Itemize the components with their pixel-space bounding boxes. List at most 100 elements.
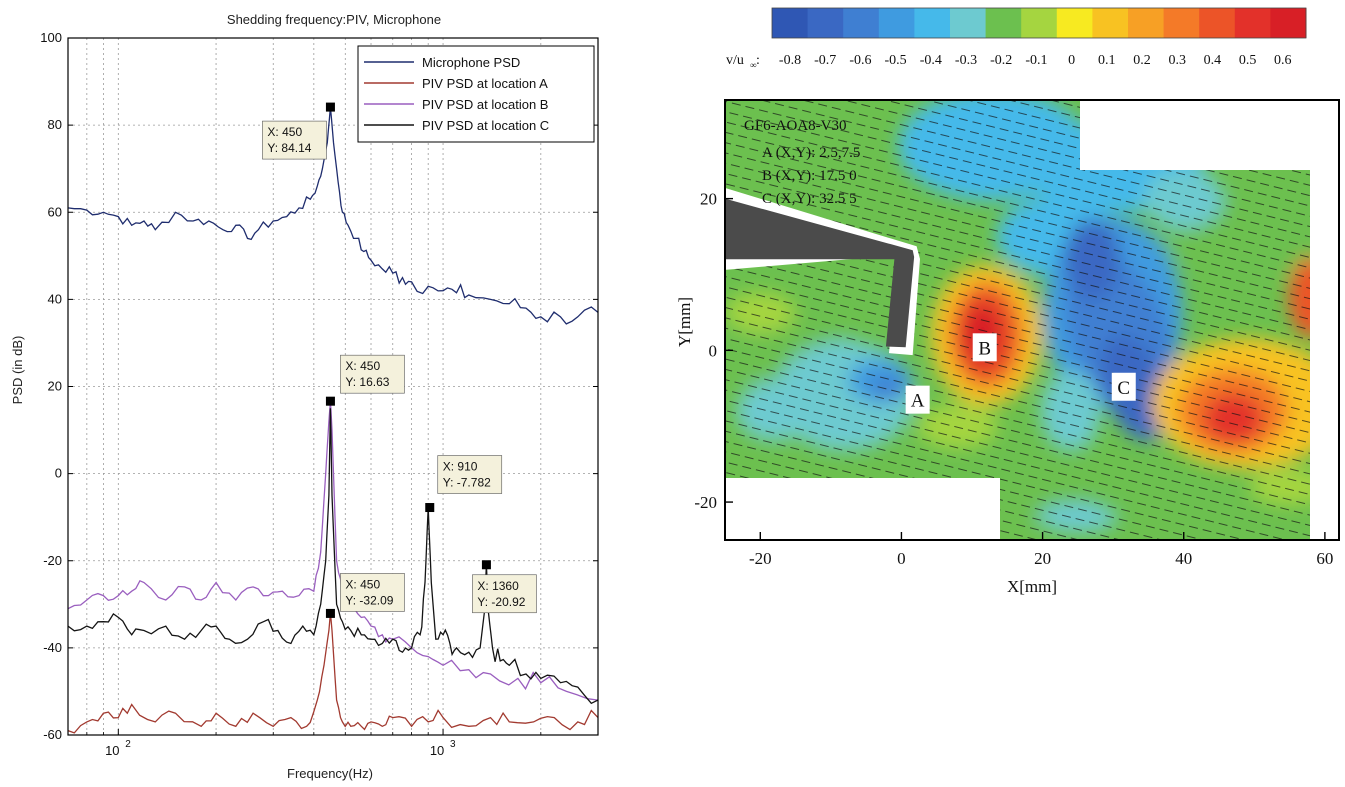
datatip-y: Y: -32.09 bbox=[345, 593, 393, 607]
piv-contour-svg: v/u ∞: -0.8 -0.7 -0.6 -0.5 -0.4 -0.3 -0.2 -0.1 0 0.… bbox=[675, 7, 1340, 596]
legend-entry: PIV PSD at location C bbox=[422, 118, 549, 133]
colorbar-swatch bbox=[985, 8, 1022, 38]
colorbar-frame bbox=[771, 7, 1307, 39]
colorbar-tick-label: -0.5 bbox=[885, 53, 907, 68]
colorbar-swatch bbox=[1199, 8, 1236, 38]
colorbar-tick-label: -0.6 bbox=[849, 53, 871, 68]
psd-tick-labels: -60 -40 -20 0 20 40 60 80 100 10 2 10 3 bbox=[40, 30, 599, 758]
colorbar-swatch bbox=[1270, 8, 1307, 38]
y-tick-label: 100 bbox=[40, 30, 62, 45]
location-label-box bbox=[905, 385, 930, 414]
x-tick-exponent: 3 bbox=[450, 739, 456, 750]
datatip-y: Y: -20.92 bbox=[477, 595, 525, 609]
x-axis-label: Frequency(Hz) bbox=[287, 766, 373, 781]
colorbar-tick-label: 0.1 bbox=[1098, 53, 1116, 68]
colorbar-tick-label: 0.5 bbox=[1239, 53, 1257, 68]
location-label-box bbox=[1111, 372, 1136, 401]
y-axis-label: PSD (in dB) bbox=[10, 336, 25, 405]
datatip-x: X: 450 bbox=[345, 359, 380, 373]
datatip-x: X: 450 bbox=[267, 125, 302, 139]
case-info: GF6-AOA8-V30 A (X,Y): 2.5,7.5 B (X,Y): 1… bbox=[744, 118, 860, 207]
x-tick-label-right: 40 bbox=[1175, 549, 1192, 568]
datatip-x: X: 450 bbox=[345, 577, 380, 591]
y-tick-label-right: 0 bbox=[709, 341, 718, 360]
datatip-marker bbox=[325, 608, 335, 618]
datatip-box bbox=[340, 354, 405, 394]
series-line-2 bbox=[67, 613, 599, 734]
y-tick-label: 80 bbox=[48, 117, 62, 132]
series-line-3 bbox=[67, 401, 599, 701]
colorbar-swatch bbox=[1128, 8, 1165, 38]
legend: Microphone PSD PIV PSD at location A PIV P… bbox=[357, 45, 595, 143]
location-a-coords: A (X,Y): 2.5,7.5 bbox=[762, 145, 860, 161]
y-tick-label: 20 bbox=[48, 379, 62, 394]
colorbar-swatch bbox=[1056, 8, 1093, 38]
location-labels: A B C bbox=[905, 333, 1136, 414]
colorbar-swatch bbox=[1021, 8, 1058, 38]
colorbar-tick-label: -0.3 bbox=[955, 53, 977, 68]
chart-title: Shedding frequency:PIV, Microphone bbox=[227, 12, 441, 27]
velocity-field bbox=[722, 100, 1310, 540]
datatip-marker bbox=[481, 560, 491, 570]
y-tick-label: -40 bbox=[43, 640, 62, 655]
y-axis-label-right: Y[mm] bbox=[675, 297, 694, 347]
field-clip-group bbox=[725, 100, 1310, 540]
datatip-y: Y: -7.782 bbox=[443, 476, 491, 490]
legend-entry: PIV PSD at location A bbox=[422, 76, 548, 91]
colorbar-swatch bbox=[843, 8, 880, 38]
legend-entry: Microphone PSD bbox=[422, 55, 520, 70]
datatip-box bbox=[472, 574, 537, 614]
x-axis-label-right: X[mm] bbox=[1007, 577, 1057, 596]
psd-annotations: X: 450 Y: 84.14 X: 450 Y: 16.63 X: 910 Y: -7.… bbox=[262, 102, 537, 618]
contour-ticks: -20 0 20 40 60 -20 0 20 bbox=[694, 190, 1333, 568]
psd-series-group bbox=[67, 107, 599, 734]
datatip-x: X: 910 bbox=[443, 460, 478, 474]
datatip-box bbox=[340, 573, 405, 612]
datatip-marker bbox=[325, 102, 335, 112]
colorbar-tick-label: 0.6 bbox=[1274, 53, 1292, 68]
colorbar-label-subscript: ∞ bbox=[750, 60, 756, 70]
colorbar-swatch bbox=[1092, 8, 1129, 38]
location-label: B bbox=[978, 338, 991, 359]
y-tick-label-right: 20 bbox=[700, 190, 717, 209]
colorbar-swatch bbox=[1163, 8, 1200, 38]
datatip-marker bbox=[425, 503, 435, 513]
datatip-marker bbox=[325, 396, 335, 406]
colorbar-swatch bbox=[772, 8, 809, 38]
datatip-y: Y: 16.63 bbox=[345, 375, 389, 389]
colorbar-tick-label: -0.2 bbox=[990, 53, 1012, 68]
x-tick-exponent: 2 bbox=[125, 739, 131, 750]
colorbar-swatch bbox=[914, 8, 951, 38]
datatip-x: X: 1360 bbox=[477, 579, 519, 593]
case-title: GF6-AOA8-V30 bbox=[744, 118, 847, 134]
x-tick-label-right: 20 bbox=[1034, 549, 1051, 568]
colorbar-tick-label: 0 bbox=[1068, 53, 1075, 68]
colorbar-label-colon: : bbox=[756, 53, 760, 68]
colorbar-label: v/u bbox=[726, 53, 744, 68]
datatip-box bbox=[437, 455, 503, 494]
datatip-box bbox=[262, 120, 327, 160]
colorbar-tick-label: 0.2 bbox=[1133, 53, 1151, 68]
colorbar-tick-label: 0.3 bbox=[1168, 53, 1186, 68]
y-tick-label: 60 bbox=[48, 204, 62, 219]
x-tick-label-right: -20 bbox=[749, 549, 772, 568]
colorbar-tick-label: -0.1 bbox=[1025, 53, 1047, 68]
x-tick-label-right: 60 bbox=[1316, 549, 1333, 568]
vector-arrows bbox=[725, 100, 1310, 540]
location-label-box bbox=[972, 333, 997, 362]
contour-frame bbox=[724, 99, 1340, 541]
datatip-y: Y: 84.14 bbox=[267, 141, 311, 155]
psd-chart-svg: Shedding frequency:PIV, Microphone X: 45… bbox=[10, 12, 599, 781]
y-tick-label: -20 bbox=[43, 553, 62, 568]
colorbar-tick-label: -0.7 bbox=[814, 53, 836, 68]
colorbar-swatch bbox=[950, 8, 987, 38]
colorbar-tick-label: 0.4 bbox=[1204, 53, 1222, 68]
colorbar: v/u ∞: -0.8 -0.7 -0.6 -0.5 -0.4 -0.3 -0.2 -0.1 0 0.… bbox=[726, 7, 1307, 70]
x-tick-label-right: 0 bbox=[897, 549, 906, 568]
x-tick-label: 10 bbox=[105, 743, 119, 758]
colorbar-swatch bbox=[807, 8, 844, 38]
location-b-coords: B (X,Y): 17.5 0 bbox=[762, 168, 857, 184]
y-tick-label-right: -20 bbox=[694, 493, 717, 512]
psd-chart: Shedding frequency:PIV, Microphone X: 45… bbox=[0, 0, 660, 787]
colorbar-swatch bbox=[878, 8, 915, 38]
